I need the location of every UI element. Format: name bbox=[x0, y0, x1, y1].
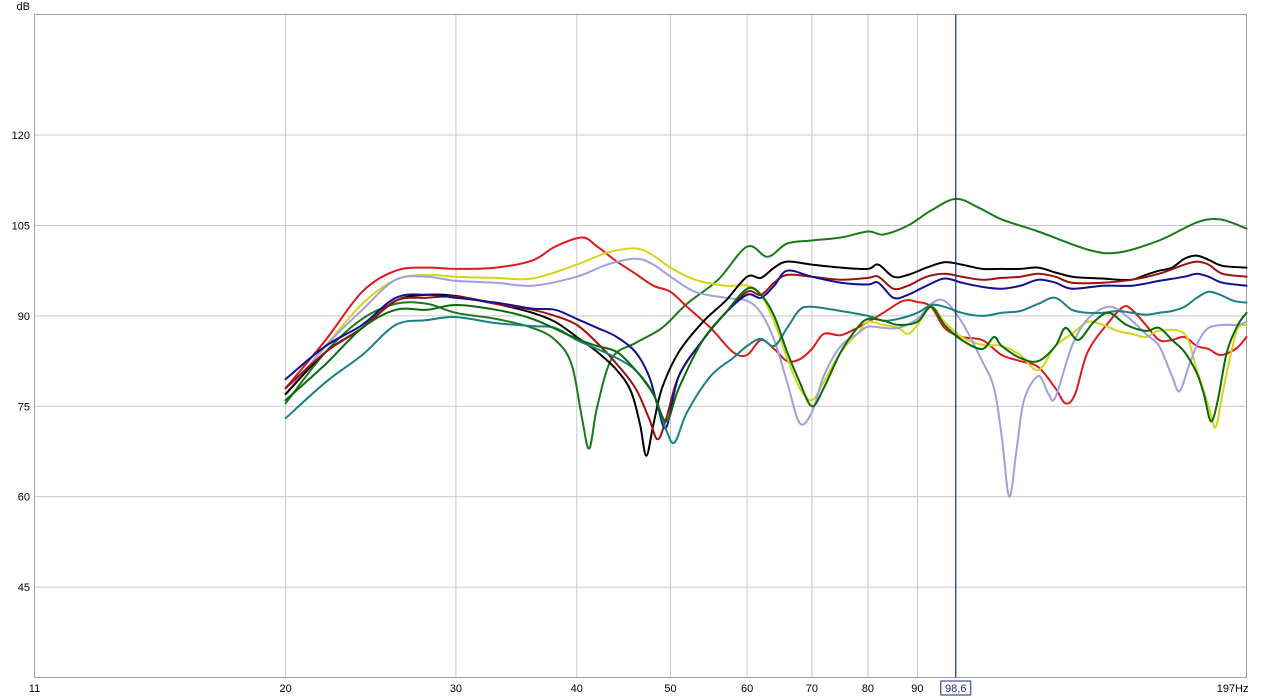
y-axis-unit-label: dB bbox=[17, 1, 30, 13]
x-tick-label: 30 bbox=[450, 683, 462, 695]
y-tick-label: 120 bbox=[12, 130, 30, 142]
x-tick-label: 197Hz bbox=[1217, 683, 1249, 695]
cursor-readout-label: 98,6 bbox=[945, 683, 966, 695]
series-line-3 bbox=[284, 247, 1248, 429]
x-tick-label: 90 bbox=[911, 683, 923, 695]
y-tick-label: 105 bbox=[12, 220, 30, 232]
series-group bbox=[284, 197, 1248, 498]
x-tick-label: 20 bbox=[280, 683, 292, 695]
series-line-9 bbox=[284, 286, 1248, 423]
series-line-2 bbox=[284, 236, 1248, 405]
x-tick-labels: 11 20 30 40 50 60 70 80 90 197Hz bbox=[29, 683, 1249, 695]
x-tick-label: 80 bbox=[862, 683, 874, 695]
x-tick-label: 70 bbox=[806, 683, 818, 695]
y-tick-label: 75 bbox=[18, 401, 30, 413]
x-tick-label: 60 bbox=[741, 683, 753, 695]
cursor[interactable]: 98,6 bbox=[940, 14, 972, 696]
y-tick-label: 60 bbox=[18, 492, 30, 504]
cursor-readout-box bbox=[940, 680, 972, 696]
grid bbox=[34, 14, 1247, 678]
x-tick-label: 50 bbox=[664, 683, 676, 695]
x-tick-label: 40 bbox=[571, 683, 583, 695]
y-tick-label: 45 bbox=[18, 582, 30, 594]
series-line-1 bbox=[284, 197, 1248, 450]
y-tick-label: 90 bbox=[18, 311, 30, 323]
plot-frame bbox=[34, 14, 1247, 678]
series-line-6 bbox=[284, 260, 1248, 441]
y-tick-labels: 45 60 75 90 105 120 bbox=[12, 130, 30, 594]
series-line-7 bbox=[284, 269, 1248, 430]
x-tick-label: 11 bbox=[29, 683, 40, 695]
